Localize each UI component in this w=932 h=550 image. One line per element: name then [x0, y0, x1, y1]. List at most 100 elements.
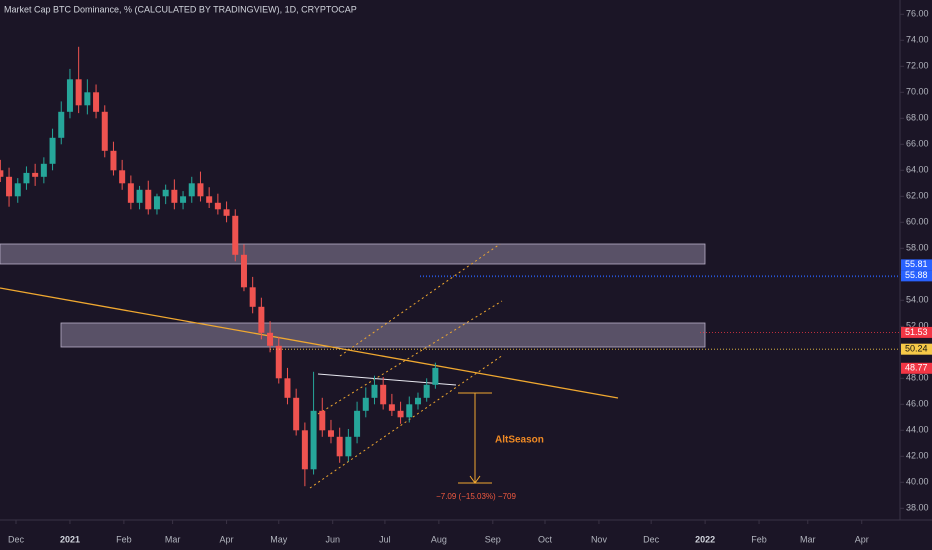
y-tick-label: 44.00	[906, 425, 929, 435]
price-label: 48.77	[905, 363, 928, 373]
candle-body	[432, 367, 439, 385]
candle-body	[310, 410, 317, 470]
candle-body	[380, 384, 387, 405]
y-tick-label: 74.00	[906, 35, 929, 45]
price-label-box	[901, 343, 932, 355]
candle-body	[171, 189, 178, 203]
price-label-box	[901, 259, 932, 271]
y-tick-label: 40.00	[906, 477, 929, 487]
y-tick-label: 68.00	[906, 113, 929, 123]
x-tick-label: Nov	[591, 534, 608, 544]
y-tick-label: 46.00	[906, 399, 929, 409]
candle-body	[275, 345, 282, 379]
candle-body	[0, 170, 4, 177]
x-tick-label: 2021	[60, 534, 80, 544]
candle-body	[180, 196, 187, 203]
x-tick-label: May	[270, 534, 288, 544]
price-label: 50.24	[905, 344, 928, 354]
y-tick-label: 60.00	[906, 217, 929, 227]
y-tick-label: 64.00	[906, 165, 929, 175]
candle-body	[119, 170, 126, 184]
candle-body	[197, 183, 204, 197]
x-tick-label: Dec	[643, 534, 660, 544]
x-tick-label: Mar	[165, 534, 181, 544]
candle-body	[136, 189, 143, 203]
candle-body	[371, 384, 378, 398]
x-tick-label: Jul	[379, 534, 391, 544]
candle-body	[162, 189, 169, 197]
candle-body	[32, 172, 39, 177]
x-tick-label: Feb	[116, 534, 132, 544]
price-label: 55.81	[905, 259, 928, 269]
y-tick-label: 42.00	[906, 451, 929, 461]
channel-line	[317, 300, 503, 415]
price-label: 51.53	[905, 327, 928, 337]
chart-title: Market Cap BTC Dominance, % (CALCULATED …	[4, 4, 357, 14]
candle-body	[388, 404, 395, 411]
x-tick-label: Sep	[485, 534, 501, 544]
price-label-box	[901, 326, 932, 338]
x-tick-label: Apr	[220, 534, 234, 544]
candle-body	[240, 254, 247, 288]
y-tick-label: 54.00	[906, 295, 929, 305]
y-tick-label: 76.00	[906, 9, 929, 19]
candle-body	[267, 332, 274, 346]
candle-body	[423, 384, 430, 398]
candle-body	[284, 378, 291, 398]
x-tick-label: Feb	[751, 534, 767, 544]
measure-arrow	[469, 475, 481, 484]
candle-body	[14, 183, 21, 197]
trend-line	[0, 287, 619, 399]
candle-body	[110, 150, 117, 171]
candle-body	[232, 215, 239, 255]
candle-body	[84, 92, 91, 106]
candle-body	[58, 111, 65, 138]
candle-body	[327, 430, 334, 437]
x-tick-label: Apr	[855, 534, 869, 544]
candle-body	[93, 92, 100, 112]
y-tick-label: 38.00	[906, 503, 929, 513]
y-tick-label: 66.00	[906, 139, 929, 149]
x-tick-label: Dec	[8, 534, 25, 544]
candle-body	[293, 397, 300, 431]
candle-body	[319, 410, 326, 431]
candle-body	[40, 163, 47, 177]
measure-label: −7.09 (−15.03%) −709	[436, 492, 516, 501]
candle-body	[258, 306, 265, 333]
x-tick-label: Oct	[538, 534, 553, 544]
candle-body	[362, 397, 369, 411]
price-label-box	[901, 270, 932, 282]
x-tick-label: 2022	[695, 534, 715, 544]
candle-body	[206, 196, 213, 203]
candle-body	[145, 189, 152, 210]
candle-body	[23, 172, 30, 184]
x-tick-label: Mar	[800, 534, 816, 544]
price-label: 55.88	[905, 270, 928, 280]
candle-body	[214, 202, 221, 210]
y-tick-label: 70.00	[906, 87, 929, 97]
candle-body	[249, 287, 256, 307]
y-tick-label: 48.00	[906, 373, 929, 383]
candle-body	[66, 79, 73, 112]
candle-body	[101, 111, 108, 151]
y-tick-label: 58.00	[906, 243, 929, 253]
candle-body	[75, 79, 82, 106]
x-tick-label: Aug	[431, 534, 447, 544]
candle-body	[354, 410, 361, 437]
x-tick-label: Jun	[325, 534, 340, 544]
candle-body	[188, 183, 195, 197]
candle-body	[127, 183, 134, 203]
candle-body	[301, 430, 308, 470]
price-label-box	[901, 362, 932, 374]
plot-area	[0, 46, 900, 489]
candle-body	[397, 410, 404, 418]
candle-body	[49, 137, 56, 164]
candle-body	[345, 436, 352, 457]
y-tick-label: 62.00	[906, 191, 929, 201]
channel-line	[309, 354, 504, 489]
annotation-label: AltSeason	[495, 435, 544, 446]
candle-body	[153, 196, 160, 210]
resistance-zone	[0, 243, 706, 265]
